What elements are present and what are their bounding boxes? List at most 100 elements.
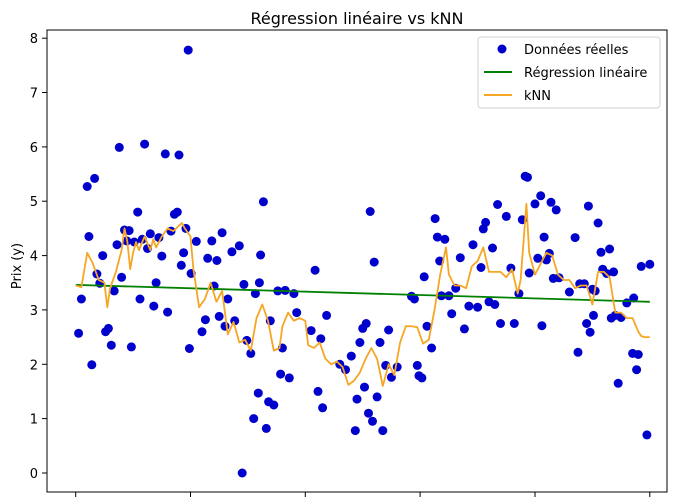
data-point [84, 232, 94, 241]
data-point [645, 259, 655, 269]
data-point [172, 207, 182, 217]
data-point [368, 416, 377, 426]
linear-regression-line [75, 284, 650, 303]
legend-label-knn: kNN [524, 89, 551, 104]
data-point [322, 310, 332, 320]
data-point [609, 267, 619, 277]
legend-label-linear: Régression linéaire [524, 66, 647, 81]
data-point [184, 344, 194, 353]
data-point [269, 400, 279, 410]
data-point [573, 347, 583, 357]
data-point [246, 348, 256, 358]
legend-marker-scatter [497, 44, 507, 54]
y-axis-label: Prix (y) [10, 243, 25, 289]
data-point [537, 321, 547, 331]
data-point [427, 343, 437, 353]
data-point [636, 261, 646, 271]
data-point [430, 214, 440, 224]
y-tick-label: 4 [30, 250, 38, 265]
data-point [183, 45, 193, 55]
data-point [258, 197, 268, 207]
data-point [316, 334, 326, 344]
data-point [276, 369, 286, 379]
data-point [447, 309, 457, 319]
data-point [292, 308, 302, 318]
data-point [242, 335, 252, 345]
y-tick-label: 2 [30, 358, 38, 373]
data-point [109, 286, 119, 296]
data-point [539, 232, 549, 242]
data-point [154, 233, 164, 243]
data-point [409, 294, 419, 304]
data-point [593, 218, 603, 228]
data-point [616, 313, 626, 322]
data-point [530, 199, 540, 209]
data-point [191, 236, 201, 246]
data-point [501, 211, 511, 221]
data-point [582, 319, 592, 328]
data-point [642, 430, 652, 440]
legend-box [477, 36, 661, 109]
data-point [464, 301, 474, 311]
data-point [490, 300, 500, 309]
data-point [488, 243, 497, 253]
data-point [126, 342, 136, 352]
data-point [310, 265, 320, 275]
data-point [256, 250, 266, 260]
data-point [223, 294, 233, 304]
data-point [133, 207, 143, 217]
data-point [536, 191, 546, 201]
data-point [583, 201, 593, 211]
data-point [605, 244, 615, 254]
data-point [493, 200, 503, 209]
data-point [355, 338, 365, 347]
data-point [261, 423, 271, 433]
data-point [145, 229, 155, 239]
plot-frame [46, 29, 668, 493]
data-point [546, 197, 556, 207]
data-point [74, 328, 84, 338]
data-point [384, 325, 394, 335]
data-point [157, 251, 167, 261]
data-point [87, 360, 97, 370]
legend-label-scatter: Données réelles [524, 43, 629, 58]
data-point [633, 350, 643, 359]
y-tick-label: 5 [30, 195, 38, 210]
data-point [197, 327, 207, 337]
data-point [163, 307, 173, 317]
data-point [212, 256, 222, 265]
y-tick-label: 6 [30, 141, 38, 156]
data-point [253, 388, 263, 398]
data-point [551, 205, 561, 215]
data-point [360, 382, 369, 392]
data-point [554, 273, 564, 283]
data-point [509, 319, 519, 328]
data-point [103, 323, 113, 333]
data-point [284, 373, 294, 383]
data-point [176, 260, 186, 270]
data-point [632, 365, 642, 375]
data-point [135, 294, 145, 304]
y-tick-label: 0 [30, 467, 38, 482]
data-point [174, 150, 184, 160]
knn-line [75, 202, 650, 387]
data-point [352, 394, 362, 404]
data-point [149, 301, 159, 311]
y-tick-label: 3 [30, 304, 38, 319]
data-point [76, 294, 86, 304]
y-tick-label: 1 [30, 413, 38, 428]
data-point [239, 279, 249, 289]
data-point [412, 360, 422, 370]
data-point [589, 310, 598, 320]
data-point [306, 326, 316, 336]
data-point [523, 172, 532, 182]
data-point [417, 373, 427, 383]
data-point [369, 257, 379, 267]
legend: Données réelles Régression linéaire kNN [477, 36, 661, 109]
data-point [346, 351, 356, 361]
data-point [455, 253, 465, 263]
data-point [375, 338, 385, 347]
data-point [364, 408, 373, 418]
data-point [90, 173, 100, 183]
